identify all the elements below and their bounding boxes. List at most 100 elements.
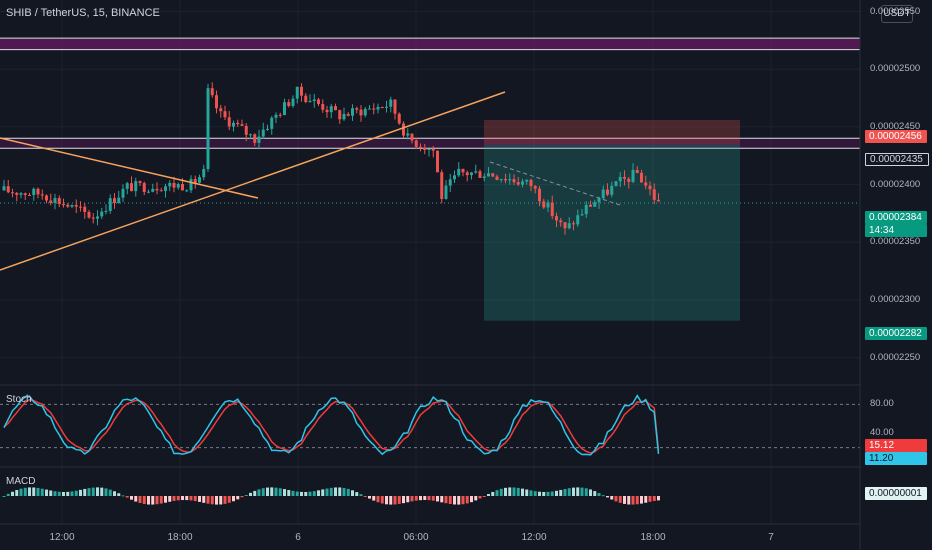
candle-body xyxy=(159,190,163,192)
drawings xyxy=(0,91,621,271)
candle-body xyxy=(287,102,291,106)
macd-bar xyxy=(351,490,354,496)
candle-body xyxy=(397,113,401,124)
price-tick-label: 0.00002300 xyxy=(870,293,921,305)
candle-body xyxy=(334,106,337,111)
candle-body xyxy=(249,134,252,136)
candle-body xyxy=(648,185,652,190)
macd-bar xyxy=(376,496,380,503)
macd-bar xyxy=(219,496,223,505)
candle-body xyxy=(66,204,70,207)
candle-body xyxy=(151,188,155,192)
currency-button[interactable]: USDT xyxy=(881,5,913,23)
macd-bar xyxy=(325,488,329,496)
candle-body xyxy=(508,179,512,181)
candle-body xyxy=(465,172,469,176)
macd-bar xyxy=(652,496,656,502)
macd-bar xyxy=(304,491,308,496)
macd-bar xyxy=(155,496,159,505)
candle-body xyxy=(227,117,231,127)
macd-bar xyxy=(453,496,456,505)
candle-body xyxy=(529,179,533,187)
macd-bar xyxy=(529,490,533,496)
macd-bar xyxy=(338,487,342,496)
candle-body xyxy=(193,179,197,183)
candle-body xyxy=(521,181,524,185)
candle-body xyxy=(563,222,567,229)
target-price-tag: 0.00002282 xyxy=(865,327,927,340)
macd-bar xyxy=(198,496,201,502)
candle-body xyxy=(542,201,546,208)
macd-label[interactable]: MACD xyxy=(6,476,36,487)
candle-body xyxy=(57,198,61,205)
candle-body xyxy=(589,204,592,207)
candle-body xyxy=(62,204,65,206)
macd-bar xyxy=(563,489,567,496)
stoch-label[interactable]: Stoch xyxy=(6,394,32,405)
stoch-k-line xyxy=(3,394,660,456)
price-tick-label: 0.00002350 xyxy=(870,236,921,248)
macd-pane xyxy=(2,487,660,505)
candle-body xyxy=(23,193,27,195)
last-price-tag: 0.00002384 xyxy=(865,211,927,224)
candle-body xyxy=(270,117,274,129)
candle-body xyxy=(504,179,507,181)
macd-bar xyxy=(593,491,597,496)
candle-body xyxy=(121,188,125,198)
macd-bar xyxy=(113,491,116,496)
candle-body xyxy=(372,108,376,110)
macd-bar xyxy=(610,496,614,500)
candle-body xyxy=(499,179,503,181)
macd-bar xyxy=(380,496,384,504)
macd-bar xyxy=(644,496,648,503)
candle-body xyxy=(555,216,558,221)
candle-body xyxy=(576,215,580,225)
macd-bar xyxy=(261,488,265,496)
macd-bar xyxy=(584,488,588,496)
candle-body xyxy=(53,198,57,203)
candle-body xyxy=(512,179,516,183)
macd-bar xyxy=(308,491,312,496)
macd-bar xyxy=(74,490,78,496)
candle-body xyxy=(176,184,180,188)
macd-bar xyxy=(249,492,252,496)
candle-body xyxy=(448,179,452,186)
candle-body xyxy=(631,169,635,182)
price-tick-label: 0.00002550 xyxy=(870,5,921,17)
macd-bar xyxy=(346,488,350,496)
macd-bar xyxy=(287,490,291,496)
candle-body xyxy=(351,108,354,116)
candle-body xyxy=(325,109,329,113)
macd-bar xyxy=(185,496,189,501)
macd-bar xyxy=(36,487,40,496)
candle-body xyxy=(461,168,465,173)
candle-body xyxy=(355,108,359,110)
macd-bar xyxy=(181,496,184,501)
macd-bar xyxy=(597,493,601,496)
macd-bar xyxy=(631,496,635,505)
macd-bar xyxy=(542,491,546,496)
candle-body xyxy=(83,206,87,212)
macd-bar xyxy=(648,496,652,502)
macd-bar xyxy=(618,496,622,503)
macd-bar xyxy=(393,496,397,505)
macd-bar xyxy=(448,496,452,504)
macd-bar xyxy=(87,488,91,496)
candle-body xyxy=(79,206,82,208)
candle-body xyxy=(283,102,286,116)
candle-body xyxy=(70,205,74,207)
candle-body xyxy=(414,140,418,147)
macd-bar xyxy=(385,496,388,505)
macd-bar xyxy=(168,496,172,502)
macd-bar xyxy=(504,487,507,496)
candle-body xyxy=(436,150,439,173)
candle-body xyxy=(393,99,397,114)
candle-body xyxy=(491,173,495,177)
macd-bar xyxy=(232,496,235,502)
candle-body xyxy=(236,122,240,125)
candle-body xyxy=(474,171,478,173)
candle-body xyxy=(168,182,172,187)
candle-body xyxy=(215,95,218,109)
candle-body xyxy=(359,109,363,116)
